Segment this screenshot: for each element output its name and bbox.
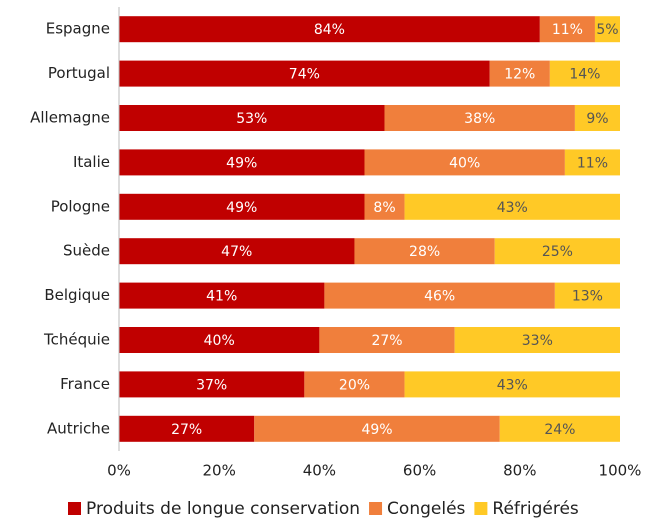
legend-label: Produits de longue conservation [86,499,360,519]
y-tick-label: Portugal [48,64,110,82]
data-label: 27% [371,333,402,349]
x-tick-label: 20% [203,462,236,480]
data-label: 49% [361,422,392,438]
bar-segment [119,193,365,220]
data-label: 49% [226,155,257,171]
legend-swatch [68,502,81,515]
data-label: 37% [196,377,227,393]
data-label: 12% [504,67,535,83]
bar-segment [499,415,620,442]
y-tick-label: Autriche [47,419,110,437]
data-label: 20% [339,377,370,393]
y-tick-label: France [60,375,110,393]
bar-segment [404,371,620,398]
bar-segment [119,371,305,398]
data-label: 38% [464,111,495,127]
legend-swatch [474,502,488,515]
bar-segment [119,415,255,442]
y-tick-label: Italie [73,153,110,171]
data-label: 53% [236,111,267,127]
data-label: 43% [497,200,528,216]
y-tick-label: Pologne [51,197,110,215]
bar-segment [454,327,620,353]
y-tick-label: Tchéquie [43,331,110,349]
bar-segment [119,16,540,43]
data-label: 9% [586,111,608,127]
x-tick-label: 40% [303,462,336,480]
y-tick-label: Allemagne [30,109,110,127]
bar-segment [354,238,495,265]
data-label: 49% [226,200,257,216]
data-label: 5% [596,22,618,38]
bar-segment [319,327,455,353]
x-tick-label: 80% [503,462,536,480]
bar-segment [119,149,365,176]
bar-segment [384,105,575,131]
y-tick-label: Suède [63,242,110,260]
x-tick-label: 60% [403,462,436,480]
bar-segment [404,193,620,220]
legend-label: Congelés [387,499,465,519]
bar-segment [564,149,620,176]
data-label: 40% [449,155,480,171]
bar-segment [489,60,550,87]
bar-segment [364,149,565,176]
data-label: 25% [542,244,573,260]
data-label: 74% [289,67,320,83]
bar-segment [119,282,325,309]
bar-segment [324,282,555,309]
legend-label: Réfrigérés [492,499,579,519]
data-label: 47% [221,244,252,260]
data-label: 11% [552,22,583,38]
bar-segment [494,238,620,265]
data-label: 14% [569,67,600,83]
bar-segment [364,193,405,220]
bar-segment [119,238,355,265]
bar-segment [574,105,620,131]
bar-segment [119,60,490,87]
data-label: 33% [522,333,553,349]
bar-segment [254,415,500,442]
bar-segment [539,16,595,43]
data-label: 41% [206,289,237,305]
x-tick-label: 100% [599,462,642,480]
legend-swatch [369,502,383,515]
x-tick-label: 0% [107,462,131,480]
data-label: 28% [409,244,440,260]
data-label: 8% [373,200,395,216]
data-label: 46% [424,289,455,305]
bar-segment [119,105,385,131]
data-label: 13% [572,289,603,305]
data-label: 84% [314,22,345,38]
y-tick-label: Belgique [44,286,110,304]
bar-segment [304,371,405,398]
bar-segment [594,16,620,43]
data-label: 40% [204,333,235,349]
data-label: 27% [171,422,202,438]
data-label: 43% [497,377,528,393]
bar-segment [549,60,620,87]
y-tick-label: Espagne [46,20,110,38]
bar-segment [119,327,320,353]
data-label: 24% [544,422,575,438]
data-label: 11% [577,155,608,171]
bar-segment [554,282,620,309]
